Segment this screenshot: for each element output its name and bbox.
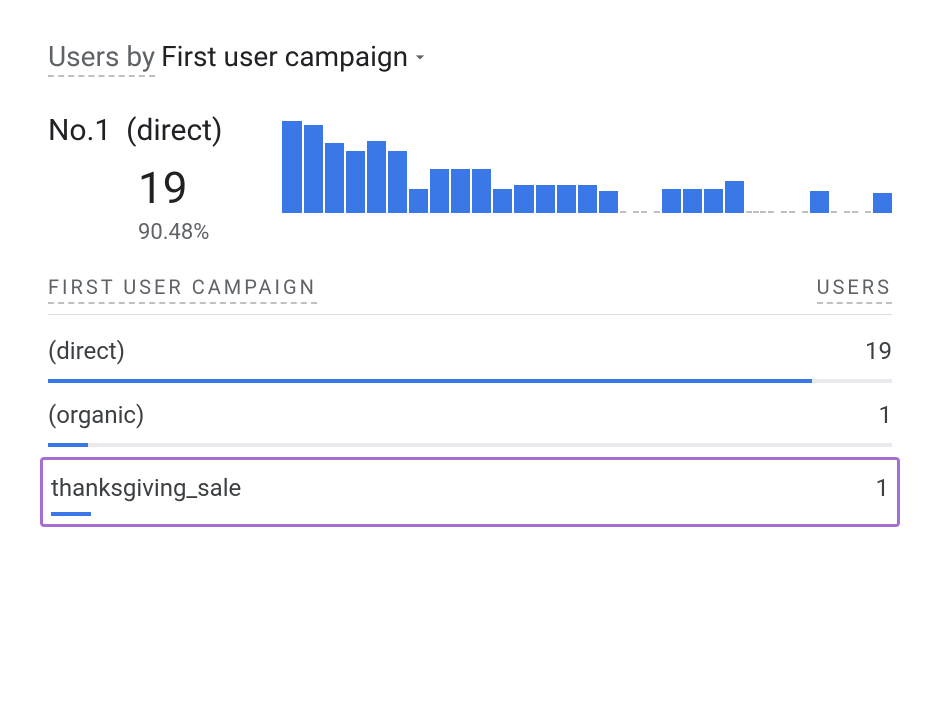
top-item-name: (direct) [126, 113, 222, 148]
sparkline-bar [683, 189, 702, 213]
sparkline-bar [472, 169, 491, 213]
table-row[interactable]: (organic) 1 [48, 383, 892, 447]
sparkline-bar [430, 169, 449, 213]
row-value: 19 [865, 337, 892, 365]
row-bar-track [48, 379, 892, 383]
sparkline-bar [409, 189, 428, 213]
sparkline-chart [282, 113, 892, 213]
row-bar-fill [51, 512, 91, 516]
chevron-down-icon [410, 47, 430, 67]
sparkline-bar [493, 189, 512, 213]
sparkline-bar [451, 169, 470, 213]
dimension-label: First user campaign [161, 40, 408, 73]
row-label: (direct) [48, 337, 125, 365]
sparkline-baseline [746, 211, 765, 213]
sparkline-bar [367, 141, 386, 213]
row-bar-track [48, 443, 892, 447]
rank-line: No.1 (direct) [48, 113, 222, 148]
table-header: FIRST USER CAMPAIGN USERS [48, 275, 892, 315]
row-value: 1 [876, 474, 890, 502]
sparkline-baseline [768, 211, 787, 213]
sparkline-baseline [641, 211, 660, 213]
sparkline-bar [578, 185, 597, 213]
sparkline-bar [873, 193, 892, 213]
sparkline-bar [557, 185, 576, 213]
sparkline-baseline [789, 211, 808, 213]
row-bar-track [51, 512, 889, 516]
sparkline-bar [388, 151, 407, 213]
sparkline-bar [662, 189, 681, 213]
sparkline-bar [536, 185, 555, 213]
column-dimension[interactable]: FIRST USER CAMPAIGN [48, 275, 317, 304]
sparkline-bar [346, 151, 365, 213]
rank-label: No.1 [48, 113, 111, 148]
sparkline-bar [704, 189, 723, 213]
sparkline-bar [725, 181, 744, 213]
sparkline-bar [282, 121, 301, 213]
sparkline-baseline [852, 211, 871, 213]
sparkline-bar [325, 143, 344, 213]
sparkline-bar [599, 191, 618, 213]
table-body: (direct) 19 (organic) 1 thanksgiving_sale 1 [48, 319, 892, 527]
row-bar-fill [48, 379, 812, 383]
title-prefix: Users by [48, 40, 155, 77]
row-label: thanksgiving_sale [51, 474, 241, 502]
summary-row: No.1 (direct) 19 90.48% [48, 113, 892, 245]
table-row[interactable]: thanksgiving_sale 1 [40, 457, 900, 527]
top-item-block: No.1 (direct) 19 90.48% [48, 113, 222, 245]
row-label: (organic) [48, 401, 144, 429]
column-metric[interactable]: USERS [817, 275, 892, 304]
table-row[interactable]: (direct) 19 [48, 319, 892, 383]
sparkline-bar [304, 125, 323, 213]
dimension-dropdown[interactable]: First user campaign [161, 40, 430, 73]
row-bar-fill [48, 443, 88, 447]
sparkline-baseline [620, 211, 639, 213]
sparkline-bar [810, 191, 829, 213]
card-title: Users by First user campaign [48, 40, 892, 77]
row-value: 1 [879, 401, 893, 429]
top-item-percent: 90.48% [138, 220, 222, 245]
sparkline-baseline [831, 211, 850, 213]
sparkline-bar [514, 185, 533, 213]
top-item-value: 19 [138, 166, 222, 210]
